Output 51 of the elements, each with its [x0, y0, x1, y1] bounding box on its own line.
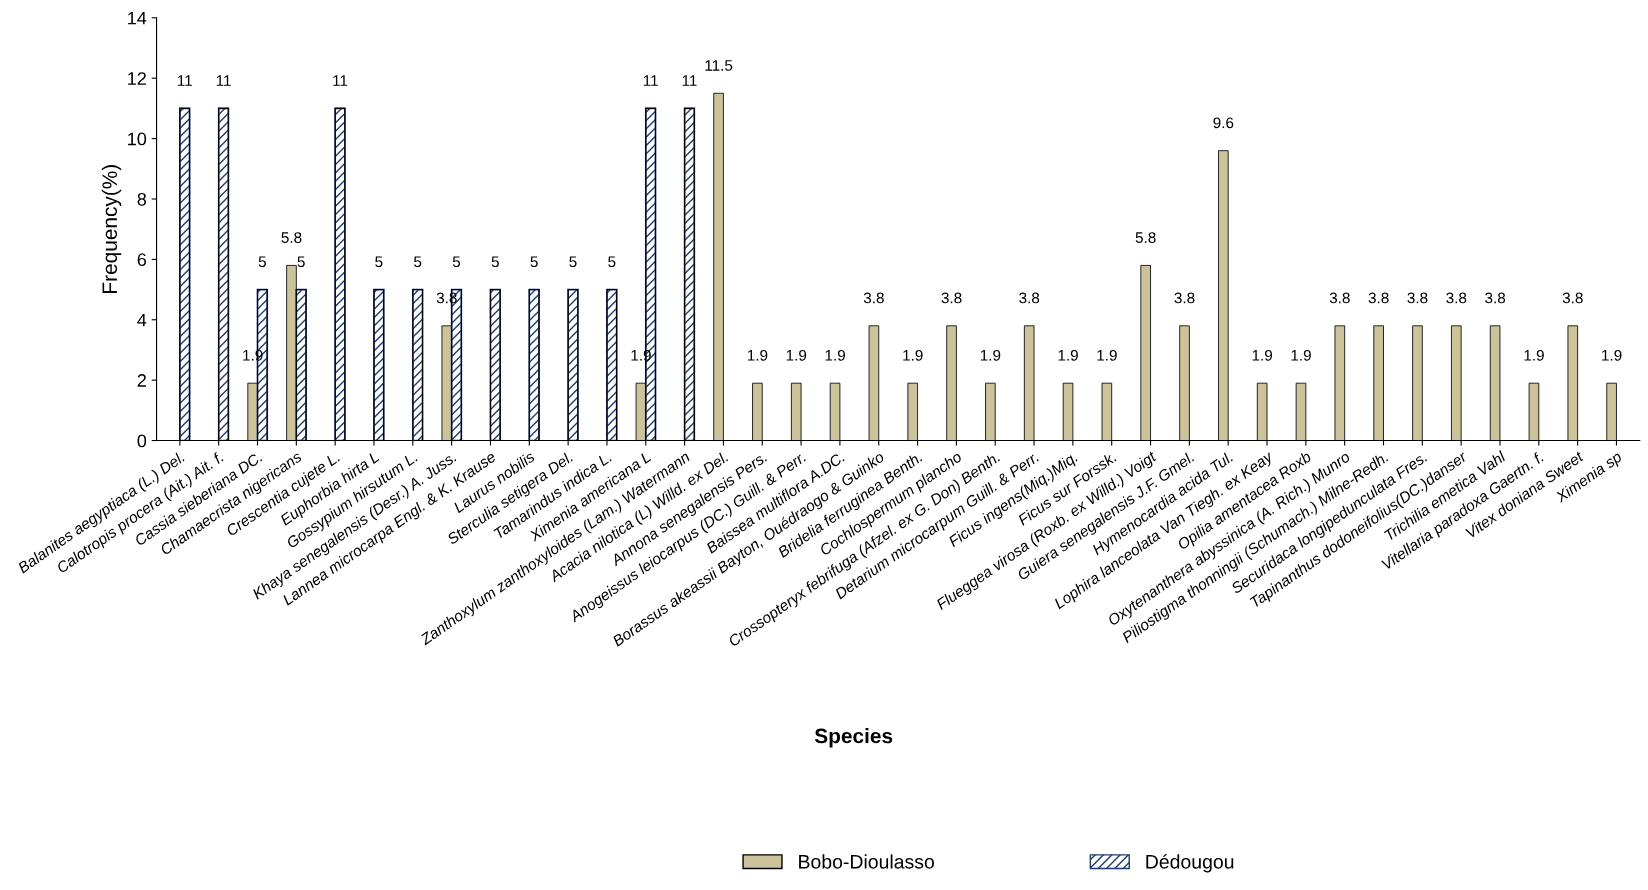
data-label: 3.8	[1368, 292, 1389, 304]
data-label: 3.8	[1407, 292, 1428, 304]
data-label: 11.5	[705, 60, 733, 71]
data-label: 5	[569, 256, 577, 268]
legend-label: Dédougou	[1146, 854, 1234, 873]
data-label: 5	[530, 256, 538, 268]
y-tick-label: 8	[137, 192, 147, 206]
data-label: 5	[452, 256, 461, 268]
data-label: 11	[216, 75, 231, 86]
y-tick-label: 2	[137, 374, 146, 387]
data-label: 5	[297, 256, 305, 268]
y-tick-label: 10	[128, 132, 147, 146]
data-label: 1.9	[786, 349, 807, 361]
data-label: 1.9	[1524, 349, 1544, 361]
data-label: 1.9	[1291, 349, 1311, 361]
data-label: 3.8	[1485, 292, 1506, 304]
data-label: 1.9	[1602, 349, 1622, 361]
x-axis-title: Species	[814, 728, 893, 748]
data-label: 1.9	[747, 349, 768, 361]
data-label: 3.8	[941, 292, 962, 304]
data-label: 3.8	[1446, 292, 1467, 304]
data-label: 11	[333, 75, 348, 86]
data-label: 3.8	[863, 292, 884, 304]
y-tick-label: 6	[137, 253, 147, 267]
data-label: 1.9	[825, 349, 845, 361]
data-label: 5.8	[1135, 232, 1156, 243]
data-label: 9.6	[1213, 117, 1234, 129]
data-label: 3.8	[1562, 292, 1583, 304]
data-label: 1.9	[1097, 349, 1117, 361]
y-tick-label: 4	[137, 313, 147, 327]
data-label: 1.9	[1058, 349, 1078, 361]
y-axis-title: Frequency(%)	[101, 165, 122, 293]
data-label: 3.8	[1329, 292, 1350, 304]
data-label: 1.9	[903, 349, 923, 361]
data-label: 5	[414, 256, 422, 268]
data-label: 5	[608, 256, 616, 268]
y-tick-label: 0	[137, 434, 147, 448]
data-label: 5	[491, 256, 499, 268]
data-label: 11	[177, 75, 192, 86]
data-label: 3.8	[1174, 292, 1195, 304]
data-label: 1.9	[980, 349, 1001, 361]
data-label: 5.8	[281, 232, 302, 243]
data-label: 1.9	[1252, 349, 1273, 361]
data-label: 11	[643, 75, 658, 86]
data-label: 5	[375, 256, 383, 268]
y-tick-label: 14	[128, 11, 147, 25]
data-label: 11	[682, 75, 697, 86]
legend-label: Bobo-Dioulasso	[799, 854, 934, 869]
data-label: 3.8	[1019, 292, 1040, 304]
data-label: 5	[258, 256, 266, 268]
y-tick-label: 12	[128, 72, 146, 85]
